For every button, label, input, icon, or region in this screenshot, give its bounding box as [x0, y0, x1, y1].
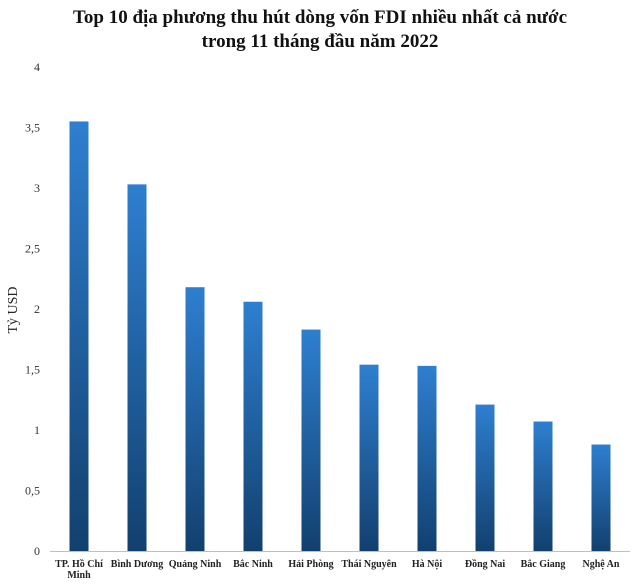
y-tick-label: 0,5	[25, 484, 40, 498]
bar	[475, 404, 495, 551]
bar	[127, 184, 147, 551]
x-tick-label: Bắc Giang	[521, 559, 566, 570]
x-tick-label: Thái Nguyên	[341, 559, 397, 570]
chart-title-line-2: trong 11 tháng đầu năm 2022	[201, 31, 439, 52]
y-tick-label: 2,5	[25, 242, 40, 256]
bar	[185, 287, 205, 551]
bar	[591, 444, 611, 551]
y-tick-label: 0	[34, 544, 40, 558]
y-axis-label: Tỷ USD	[6, 286, 21, 333]
bars-group	[69, 121, 611, 551]
bar	[417, 365, 437, 551]
y-tick-label: 1,5	[25, 363, 40, 377]
y-tick-label: 2	[34, 302, 40, 316]
x-axis-ticks: TP. Hồ Chí Minh Bình Dương Quảng Ninh Bắc Ni…	[55, 559, 620, 581]
y-axis-ticks: 0 0,5 1 1,5 2 2,5 3 3,5 4	[25, 60, 40, 558]
y-tick-label: 1	[34, 423, 40, 437]
y-tick-label: 3,5	[25, 121, 40, 135]
y-tick-label: 4	[34, 60, 40, 74]
x-tick-label: Quảng Ninh	[169, 559, 222, 570]
bar	[243, 301, 263, 551]
x-tick-label: Bắc Ninh	[233, 559, 273, 570]
chart-title-line-1: Top 10 địa phương thu hút dòng vốn FDI n…	[72, 7, 568, 28]
x-tick-label: Hà Nội	[412, 559, 443, 570]
bar	[359, 364, 379, 551]
x-tick-label: TP. Hồ Chí Minh	[55, 559, 103, 581]
bar	[533, 421, 553, 551]
x-tick-label: Nghệ An	[583, 559, 620, 570]
y-tick-label: 3	[34, 181, 40, 195]
x-tick-label: Hải Phòng	[288, 559, 333, 570]
x-tick-label: Đồng Nai	[465, 559, 506, 570]
x-tick-label: Bình Dương	[111, 559, 163, 570]
bar	[69, 121, 89, 551]
chart-title: Top 10 địa phương thu hút dòng vốn FDI n…	[0, 6, 640, 54]
bar	[301, 329, 321, 551]
